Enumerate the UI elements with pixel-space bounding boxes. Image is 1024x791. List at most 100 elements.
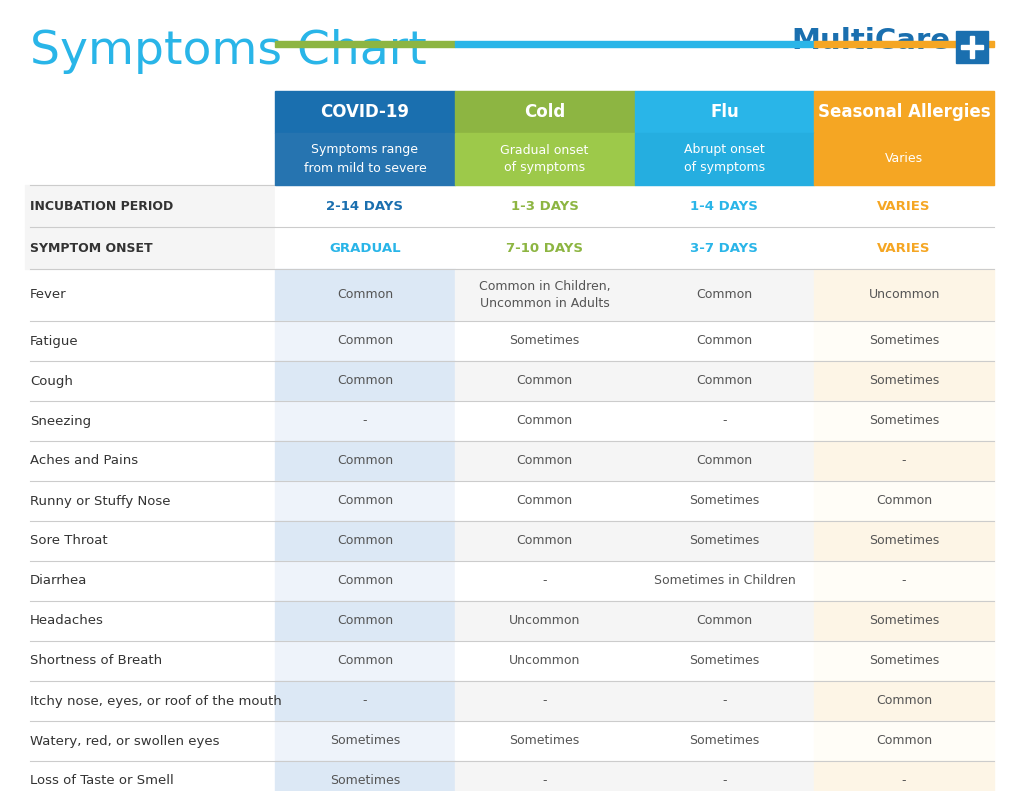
Bar <box>814 269 994 321</box>
Bar <box>961 45 983 49</box>
Text: Common: Common <box>337 455 393 467</box>
Text: Common: Common <box>337 374 393 388</box>
Bar <box>275 321 455 361</box>
Bar <box>275 227 455 269</box>
Text: VARIES: VARIES <box>878 199 931 213</box>
Bar <box>455 441 635 481</box>
Bar <box>25 227 275 269</box>
Text: Sometimes: Sometimes <box>869 535 939 547</box>
Bar <box>814 41 994 47</box>
Bar <box>814 601 994 641</box>
Text: Sneezing: Sneezing <box>30 414 91 427</box>
Text: Common: Common <box>696 335 753 347</box>
Bar <box>635 761 814 791</box>
Bar <box>814 761 994 791</box>
Bar <box>635 521 814 561</box>
Text: Common: Common <box>516 535 572 547</box>
Bar <box>455 401 635 441</box>
Bar <box>635 441 814 481</box>
Bar <box>635 681 814 721</box>
Bar <box>814 361 994 401</box>
Bar <box>455 761 635 791</box>
Text: -: - <box>722 774 727 788</box>
Bar <box>455 41 814 47</box>
Bar <box>814 441 994 481</box>
Text: Common: Common <box>696 289 753 301</box>
Bar <box>275 721 455 761</box>
Text: Common: Common <box>337 535 393 547</box>
Bar <box>455 521 635 561</box>
Text: VARIES: VARIES <box>878 241 931 255</box>
Bar <box>814 185 994 227</box>
Bar <box>275 91 455 133</box>
Text: GRADUAL: GRADUAL <box>329 241 400 255</box>
Bar <box>275 681 455 721</box>
Bar <box>455 601 635 641</box>
Bar <box>635 91 814 133</box>
Text: Sometimes in Children: Sometimes in Children <box>653 574 796 588</box>
Text: Sometimes: Sometimes <box>689 654 760 668</box>
Text: Symptoms range
from mild to severe: Symptoms range from mild to severe <box>303 143 426 175</box>
Text: Common: Common <box>696 374 753 388</box>
Text: Symptoms Chart: Symptoms Chart <box>30 29 427 74</box>
Bar <box>635 601 814 641</box>
Bar <box>635 361 814 401</box>
Text: -: - <box>543 694 547 707</box>
Bar <box>814 481 994 521</box>
Text: Seasonal Allergies: Seasonal Allergies <box>818 103 990 121</box>
Bar <box>455 361 635 401</box>
Text: Sometimes: Sometimes <box>330 735 400 747</box>
Text: Common: Common <box>877 494 932 508</box>
Bar <box>275 481 455 521</box>
Text: Common in Children,
Uncommon in Adults: Common in Children, Uncommon in Adults <box>479 280 610 310</box>
Text: Sometimes: Sometimes <box>689 735 760 747</box>
Text: Common: Common <box>696 615 753 627</box>
Text: -: - <box>902 455 906 467</box>
Text: 3-7 DAYS: 3-7 DAYS <box>690 241 759 255</box>
Text: Abrupt onset
of symptoms: Abrupt onset of symptoms <box>684 143 765 175</box>
Bar <box>814 521 994 561</box>
Bar <box>635 481 814 521</box>
Text: Sometimes: Sometimes <box>869 654 939 668</box>
Text: Common: Common <box>337 615 393 627</box>
Text: Cold: Cold <box>524 103 565 121</box>
Bar <box>275 401 455 441</box>
Text: 2-14 DAYS: 2-14 DAYS <box>327 199 403 213</box>
Text: -: - <box>362 694 368 707</box>
Bar <box>275 761 455 791</box>
Text: Runny or Stuffy Nose: Runny or Stuffy Nose <box>30 494 171 508</box>
Bar <box>455 185 635 227</box>
Bar <box>814 721 994 761</box>
Text: -: - <box>902 574 906 588</box>
Bar <box>455 721 635 761</box>
Text: Common: Common <box>516 414 572 427</box>
Bar <box>635 185 814 227</box>
Text: Sometimes: Sometimes <box>510 735 580 747</box>
Text: Sometimes: Sometimes <box>689 535 760 547</box>
Bar <box>635 641 814 681</box>
Text: 7-10 DAYS: 7-10 DAYS <box>506 241 583 255</box>
Text: Sometimes: Sometimes <box>869 335 939 347</box>
Text: Sometimes: Sometimes <box>869 615 939 627</box>
Text: INCUBATION PERIOD: INCUBATION PERIOD <box>30 199 173 213</box>
Bar <box>814 561 994 601</box>
Bar <box>275 641 455 681</box>
Bar <box>635 401 814 441</box>
Text: Diarrhea: Diarrhea <box>30 574 87 588</box>
Bar <box>814 91 994 133</box>
Text: MultiCare: MultiCare <box>791 27 950 55</box>
Bar <box>635 133 814 185</box>
Bar <box>455 321 635 361</box>
Text: Gradual onset
of symptoms: Gradual onset of symptoms <box>501 143 589 175</box>
Bar <box>814 133 994 185</box>
Text: -: - <box>722 694 727 707</box>
Text: Common: Common <box>516 374 572 388</box>
Text: Fever: Fever <box>30 289 67 301</box>
Bar <box>455 133 635 185</box>
Bar <box>970 36 974 59</box>
Bar <box>814 401 994 441</box>
Bar <box>635 721 814 761</box>
Text: Common: Common <box>337 574 393 588</box>
Bar <box>814 681 994 721</box>
Text: COVID-19: COVID-19 <box>321 103 410 121</box>
